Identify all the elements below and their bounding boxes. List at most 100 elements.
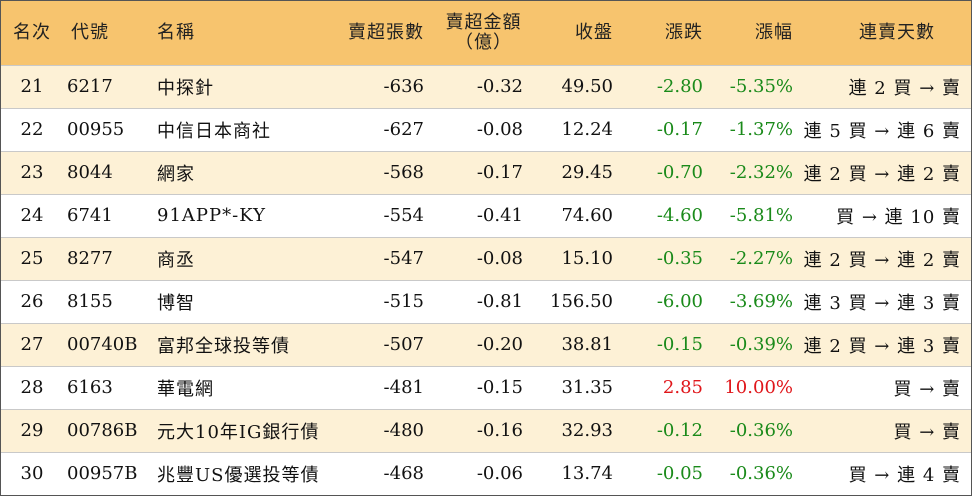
header-streak: 連賣天數 xyxy=(859,21,935,43)
cell-pct: -1.37% xyxy=(703,107,793,151)
cell-change: -2.80 xyxy=(613,64,703,108)
cell-sell-amount: -0.17 xyxy=(424,150,523,194)
cell-sell-amount: -0.15 xyxy=(424,365,523,409)
header-row: 名次 代號 名稱 賣超張數 賣超金額 （億） 收盤 漲跌 漲幅 連賣天數 xyxy=(1,1,971,65)
table-row: 25 8277 商丞 -547 -0.08 15.10 -0.35 -2.27% 連 2 買 →… xyxy=(1,236,971,280)
cell-streak: 連 2 買 → 連 2 賣 xyxy=(793,150,971,194)
cell-streak: 買 → 連 4 賣 xyxy=(793,451,971,495)
cell-rank: 21 xyxy=(1,64,63,108)
header-sell-amount: 賣超金額 （億） xyxy=(424,1,523,65)
cell-sell-shares: -568 xyxy=(329,150,424,194)
cell-code: 8155 xyxy=(63,279,149,323)
cell-close: 74.60 xyxy=(523,193,613,237)
cell-sell-shares: -547 xyxy=(329,236,424,280)
table-row: 27 00740B 富邦全球投等債 -507 -0.20 38.81 -0.15 -0.39%… xyxy=(1,322,971,366)
cell-close: 38.81 xyxy=(523,322,613,366)
cell-rank: 30 xyxy=(1,451,63,495)
cell-pct: -5.81% xyxy=(703,193,793,237)
cell-pct: -0.36% xyxy=(703,451,793,495)
cell-sell-amount: -0.06 xyxy=(424,451,523,495)
cell-sell-shares: -481 xyxy=(329,365,424,409)
cell-code: 6217 xyxy=(63,64,149,108)
cell-sell-amount: -0.32 xyxy=(424,64,523,108)
cell-code: 00740B xyxy=(63,322,149,366)
cell-pct: -3.69% xyxy=(703,279,793,323)
table-body: 21 6217 中探針 -636 -0.32 49.50 -2.80 -5.35% 連 2 買 … xyxy=(1,64,971,495)
cell-change: -0.17 xyxy=(613,107,703,151)
header-change: 漲跌 xyxy=(665,21,703,43)
cell-close: 32.93 xyxy=(523,408,613,452)
cell-rank: 29 xyxy=(1,408,63,452)
table-row: 30 00957B 兆豐US優選投等債 -468 -0.06 13.74 -0.05 -0.3… xyxy=(1,451,971,495)
header-close: 收盤 xyxy=(575,21,613,43)
table-row: 26 8155 博智 -515 -0.81 156.50 -6.00 -3.69% 連 3 買 … xyxy=(1,279,971,323)
cell-rank: 26 xyxy=(1,279,63,323)
cell-code: 00957B xyxy=(63,451,149,495)
cell-name: 博智 xyxy=(149,279,329,323)
cell-code: 8044 xyxy=(63,150,149,194)
table-row: 28 6163 華電網 -481 -0.15 31.35 2.85 10.00% 買 → 賣 xyxy=(1,365,971,409)
cell-pct: -5.35% xyxy=(703,64,793,108)
cell-streak: 連 5 買 → 連 6 賣 xyxy=(793,107,971,151)
cell-streak: 買 → 連 10 賣 xyxy=(793,193,971,237)
cell-sell-shares: -515 xyxy=(329,279,424,323)
header-pct: 漲幅 xyxy=(755,21,793,43)
cell-rank: 24 xyxy=(1,193,63,237)
cell-name: 中探針 xyxy=(149,64,329,108)
cell-code: 00786B xyxy=(63,408,149,452)
cell-name: 富邦全球投等債 xyxy=(149,322,329,366)
cell-sell-amount: -0.16 xyxy=(424,408,523,452)
table-row: 24 6741 91APP*-KY -554 -0.41 74.60 -4.60 -5.81%… xyxy=(1,193,971,237)
table-row: 22 00955 中信日本商社 -627 -0.08 12.24 -0.17 -1.37% 連 … xyxy=(1,107,971,151)
cell-pct: -2.32% xyxy=(703,150,793,194)
cell-sell-shares: -636 xyxy=(329,64,424,108)
cell-change: -0.15 xyxy=(613,322,703,366)
cell-pct: 10.00% xyxy=(703,365,793,409)
cell-streak: 連 2 買 → 賣 xyxy=(793,64,971,108)
cell-name: 華電網 xyxy=(149,365,329,409)
cell-change: -6.00 xyxy=(613,279,703,323)
cell-pct: -0.36% xyxy=(703,408,793,452)
cell-close: 156.50 xyxy=(523,279,613,323)
cell-sell-shares: -554 xyxy=(329,193,424,237)
cell-rank: 23 xyxy=(1,150,63,194)
cell-sell-shares: -468 xyxy=(329,451,424,495)
cell-name: 91APP*-KY xyxy=(149,193,329,237)
cell-streak: 連 3 買 → 連 3 賣 xyxy=(793,279,971,323)
cell-change: -0.12 xyxy=(613,408,703,452)
cell-close: 13.74 xyxy=(523,451,613,495)
table-row: 23 8044 網家 -568 -0.17 29.45 -0.70 -2.32% 連 2 買 →… xyxy=(1,150,971,194)
cell-streak: 買 → 賣 xyxy=(793,365,971,409)
cell-change: -4.60 xyxy=(613,193,703,237)
cell-close: 29.45 xyxy=(523,150,613,194)
header-rank: 名次 xyxy=(13,21,51,43)
cell-rank: 28 xyxy=(1,365,63,409)
header-sell-shares: 賣超張數 xyxy=(348,21,424,43)
cell-sell-shares: -507 xyxy=(329,322,424,366)
cell-streak: 買 → 賣 xyxy=(793,408,971,452)
cell-name: 元大10年IG銀行債 xyxy=(149,408,329,452)
cell-change: 2.85 xyxy=(613,365,703,409)
cell-rank: 27 xyxy=(1,322,63,366)
header-sell-amount-line2: （億） xyxy=(455,31,512,53)
cell-sell-amount: -0.20 xyxy=(424,322,523,366)
cell-pct: -2.27% xyxy=(703,236,793,280)
cell-sell-amount: -0.81 xyxy=(424,279,523,323)
cell-name: 中信日本商社 xyxy=(149,107,329,151)
cell-rank: 25 xyxy=(1,236,63,280)
cell-sell-shares: -627 xyxy=(329,107,424,151)
cell-rank: 22 xyxy=(1,107,63,151)
cell-change: -0.05 xyxy=(613,451,703,495)
cell-sell-amount: -0.08 xyxy=(424,236,523,280)
cell-close: 15.10 xyxy=(523,236,613,280)
cell-sell-shares: -480 xyxy=(329,408,424,452)
cell-code: 8277 xyxy=(63,236,149,280)
cell-close: 31.35 xyxy=(523,365,613,409)
cell-pct: -0.39% xyxy=(703,322,793,366)
cell-name: 兆豐US優選投等債 xyxy=(149,451,329,495)
cell-change: -0.35 xyxy=(613,236,703,280)
header-sell-amount-line1: 賣超金額 xyxy=(445,11,522,33)
cell-close: 12.24 xyxy=(523,107,613,151)
